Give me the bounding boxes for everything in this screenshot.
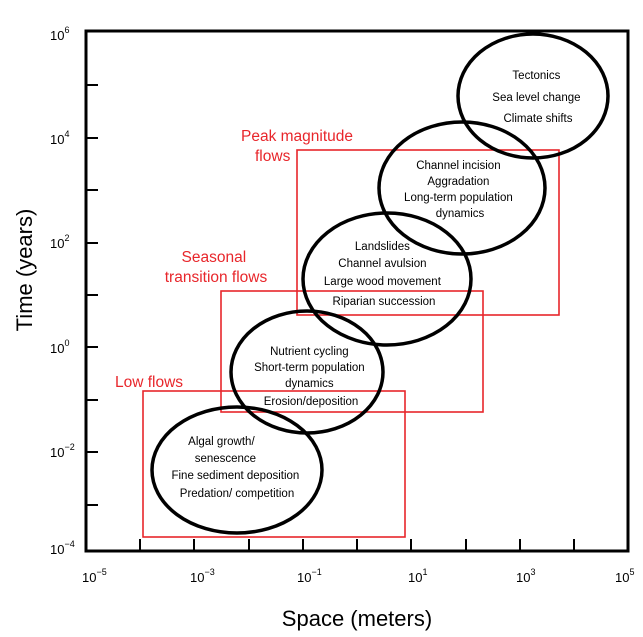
tectonics-text: Tectonics Sea level change Climate shift… [492,70,583,125]
y-axis-title: Time (years) [12,209,37,332]
y-tick-labels: 106 104 102 100 10−2 10−4 [50,25,75,557]
low-flows-box [142,390,406,538]
x-tick-label: 10−5 [82,567,107,585]
low-flows-label: Low flows [115,374,183,391]
landslides-text: Landslides Channel avulsion Large wood m… [324,241,444,308]
algal-growth-ellipse [150,405,324,535]
y-tick-label: 106 [50,25,69,43]
y-tick-label: 10−4 [50,539,75,557]
seasonal-flows-box [220,290,484,413]
x-tick-label: 103 [516,567,535,585]
channel-incision-ellipse [377,120,547,256]
x-axis-title: Space (meters) [282,606,432,631]
channel-incision-text: Channel incision Aggradation Long-term p… [404,160,516,220]
tectonics-ellipse [456,32,610,160]
peak-flows-label: Peak magnitude flows [241,128,357,165]
algal-growth-text: Algal growth/ senescence Fine sediment d… [171,436,302,500]
y-tick-label: 104 [50,129,69,147]
x-tick-label: 101 [408,567,427,585]
x-tick-label: 10−3 [190,567,215,585]
y-tick-label: 100 [50,338,69,356]
seasonal-flows-label: Seasonal transition flows [165,249,268,286]
y-tick-label: 10−2 [50,442,75,460]
nutrient-cycling-text: Nutrient cycling Short-term population d… [254,346,368,408]
y-tick-label: 102 [50,233,69,251]
x-axis-ticks [139,539,575,551]
y-axis-ticks [86,84,98,506]
x-tick-label: 105 [615,567,634,585]
x-tick-label: 10−1 [297,567,322,585]
nutrient-cycling-ellipse [229,309,385,435]
peak-flows-box [296,149,560,316]
x-tick-labels: 10−5 10−3 10−1 101 103 105 [82,567,634,585]
